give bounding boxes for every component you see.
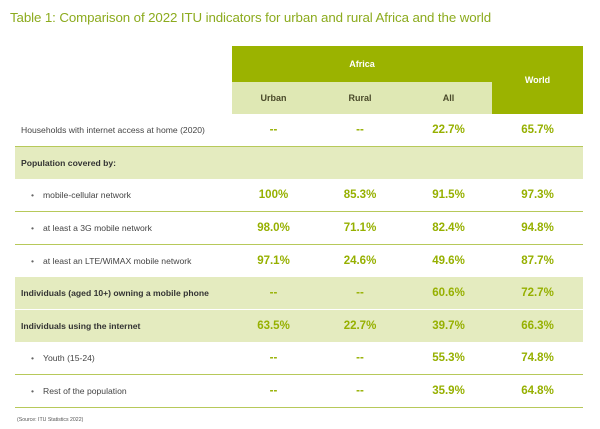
- bullet: •: [31, 353, 35, 363]
- cell-urban: --: [269, 124, 278, 136]
- row-label: • Rest of the population: [15, 375, 232, 407]
- cell-rural: 22.7%: [343, 320, 377, 332]
- cell-world: 94.8%: [521, 222, 554, 234]
- row-label: Individuals (aged 10+) owning a mobile p…: [21, 288, 209, 298]
- cell-world: 64.8%: [521, 385, 554, 397]
- header-world: World: [492, 46, 583, 114]
- cell-rural: 85.3%: [343, 189, 377, 201]
- bullet: •: [31, 223, 35, 233]
- cell-urban: --: [269, 287, 278, 299]
- table-row: Individuals (aged 10+) owning a mobile p…: [15, 277, 583, 309]
- table-title: Table 1: Comparison of 2022 ITU indicato…: [10, 10, 491, 25]
- row-label-text: at least an LTE/WiMAX mobile network: [43, 256, 192, 266]
- bullet: •: [31, 256, 35, 266]
- cell-all: 60.6%: [432, 287, 465, 299]
- cell-urban: 98.0%: [257, 222, 290, 234]
- table-row: Households with internet access at home …: [15, 114, 583, 147]
- cell-urban: 100%: [258, 189, 289, 201]
- cell-all: 35.9%: [432, 385, 465, 397]
- cell-all: 55.3%: [432, 352, 465, 364]
- header-urban: Urban: [232, 82, 315, 114]
- row-label-text: at least a 3G mobile network: [43, 223, 152, 233]
- section-row: Population covered by:: [15, 147, 583, 179]
- cell-world: 97.3%: [521, 189, 554, 201]
- table-row: • at least a 3G mobile network 98.0% 71.…: [15, 212, 583, 245]
- cell-rural: 24.6%: [343, 255, 377, 267]
- table-row: • Rest of the population -- -- 35.9% 64.…: [15, 375, 583, 408]
- row-label-text: mobile-cellular network: [43, 190, 131, 200]
- cell-rural: --: [356, 352, 364, 364]
- row-label: Individuals using the internet: [21, 321, 141, 331]
- row-label: • mobile-cellular network: [15, 179, 232, 211]
- table-row: • Youth (15-24) -- -- 55.3% 74.8%: [15, 342, 583, 375]
- cell-all: 91.5%: [432, 189, 465, 201]
- cell-world: 87.7%: [521, 255, 554, 267]
- table-row: • at least an LTE/WiMAX mobile network 9…: [15, 245, 583, 277]
- table-header: Africa Urban Rural All World: [15, 46, 583, 114]
- cell-world: 74.8%: [521, 352, 554, 364]
- row-label: Households with internet access at home …: [21, 125, 205, 135]
- section-label: Population covered by:: [21, 158, 117, 168]
- cell-urban: --: [269, 385, 278, 397]
- row-label-text: Youth (15-24): [43, 353, 95, 363]
- row-label: • Youth (15-24): [15, 342, 232, 374]
- table-row: Individuals using the internet 63.5% 22.…: [15, 309, 583, 342]
- header-africa: Africa: [232, 46, 492, 82]
- table-row: • mobile-cellular network 100% 85.3% 91.…: [15, 179, 583, 212]
- bullet: •: [31, 190, 35, 200]
- itu-indicators-table: Africa Urban Rural All World Households …: [15, 46, 583, 408]
- header-rural: Rural: [315, 82, 405, 114]
- row-label-text: Rest of the population: [43, 386, 127, 396]
- cell-world: 65.7%: [521, 124, 554, 136]
- cell-all: 22.7%: [432, 124, 465, 136]
- cell-all: 49.6%: [432, 255, 465, 267]
- cell-urban: --: [269, 352, 278, 364]
- bullet: •: [31, 386, 35, 396]
- cell-rural: --: [356, 385, 364, 397]
- header-all: All: [405, 82, 492, 114]
- cell-urban: 63.5%: [257, 320, 290, 332]
- row-label: • at least an LTE/WiMAX mobile network: [15, 245, 232, 277]
- cell-rural: --: [356, 287, 364, 299]
- cell-rural: 71.1%: [343, 222, 377, 234]
- cell-urban: 97.1%: [257, 255, 290, 267]
- row-label: • at least a 3G mobile network: [15, 212, 232, 244]
- cell-rural: --: [356, 124, 364, 136]
- cell-all: 82.4%: [432, 222, 465, 234]
- cell-world: 66.3%: [521, 320, 554, 332]
- cell-all: 39.7%: [432, 320, 465, 332]
- cell-world: 72.7%: [521, 287, 554, 299]
- source-note: (Source: ITU Statistics 2022): [17, 417, 84, 423]
